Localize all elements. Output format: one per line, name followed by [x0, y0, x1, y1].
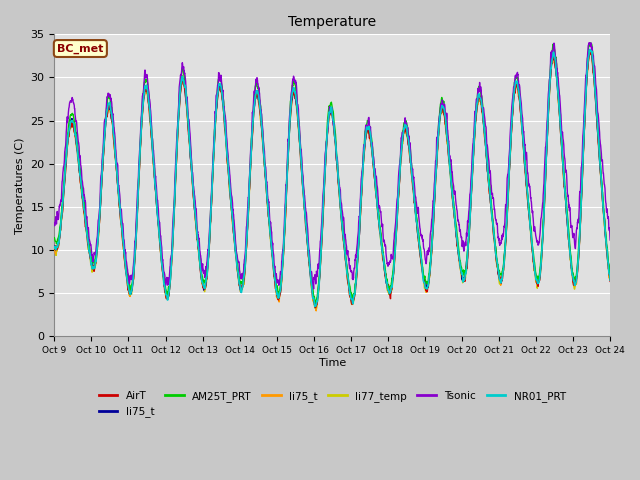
NR01_PRT [51, 243, 58, 249]
li75_t [606, 271, 614, 277]
AM25T_PRT [205, 235, 213, 241]
Tsonic [205, 230, 213, 236]
li75_t [573, 274, 580, 279]
Tsonic [361, 144, 369, 150]
Y-axis label: Temperatures (C): Temperatures (C) [15, 137, 25, 234]
Title: Temperature: Temperature [288, 15, 376, 29]
li75_t [606, 273, 614, 278]
li75_t [361, 142, 369, 148]
li77_temp [349, 301, 356, 307]
li77_temp [606, 276, 614, 282]
Legend: AirT, li75_t, AM25T_PRT, li75_t, li77_temp, Tsonic, NR01_PRT: AirT, li75_t, AM25T_PRT, li75_t, li77_te… [95, 387, 570, 421]
li75_t [51, 243, 58, 249]
AirT [586, 48, 594, 54]
li75_t [587, 47, 595, 53]
Line: Tsonic: Tsonic [54, 43, 610, 289]
li75_t [312, 308, 320, 314]
li77_temp [51, 246, 58, 252]
AirT [349, 299, 356, 304]
X-axis label: Time: Time [319, 358, 346, 368]
li75_t [573, 279, 580, 285]
li75_t [361, 145, 369, 151]
NR01_PRT [606, 277, 614, 283]
li75_t [494, 269, 502, 275]
NR01_PRT [586, 47, 594, 52]
li75_t [588, 48, 595, 54]
AM25T_PRT [51, 235, 58, 240]
Tsonic [310, 286, 317, 292]
NR01_PRT [205, 239, 213, 244]
li77_temp [312, 306, 320, 312]
NR01_PRT [311, 303, 319, 309]
Line: AirT: AirT [54, 51, 610, 307]
li75_t [349, 296, 356, 302]
Line: AM25T_PRT: AM25T_PRT [54, 43, 610, 302]
AirT [51, 244, 58, 250]
NR01_PRT [494, 266, 502, 272]
AirT [361, 146, 369, 152]
Tsonic [606, 237, 614, 243]
AM25T_PRT [586, 40, 594, 46]
AM25T_PRT [361, 134, 369, 140]
Line: li77_temp: li77_temp [54, 52, 610, 309]
Tsonic [557, 120, 565, 125]
Line: li75_t: li75_t [54, 51, 610, 311]
Tsonic [585, 40, 593, 46]
AM25T_PRT [573, 271, 580, 276]
li75_t [205, 243, 213, 249]
Line: NR01_PRT: NR01_PRT [54, 49, 610, 306]
Line: li75_t: li75_t [54, 50, 610, 308]
li75_t [205, 241, 213, 247]
AirT [573, 276, 580, 281]
NR01_PRT [573, 276, 580, 281]
li77_temp [573, 274, 580, 280]
AirT [606, 278, 614, 284]
li75_t [312, 305, 319, 311]
AirT [312, 304, 319, 310]
AM25T_PRT [557, 128, 565, 133]
li77_temp [361, 144, 369, 150]
AirT [557, 135, 565, 141]
li77_temp [586, 49, 594, 55]
Tsonic [51, 220, 58, 226]
AirT [205, 241, 213, 247]
AM25T_PRT [349, 294, 356, 300]
li77_temp [205, 240, 213, 246]
li75_t [494, 269, 502, 275]
li75_t [557, 136, 565, 142]
Tsonic [349, 276, 356, 282]
li75_t [51, 247, 58, 253]
li77_temp [494, 267, 502, 273]
li75_t [349, 299, 356, 305]
NR01_PRT [349, 299, 356, 304]
li75_t [557, 137, 565, 143]
NR01_PRT [361, 143, 369, 148]
AM25T_PRT [606, 273, 614, 278]
li77_temp [557, 139, 565, 145]
AirT [494, 268, 502, 274]
AM25T_PRT [311, 300, 319, 305]
Tsonic [573, 226, 580, 232]
Tsonic [494, 231, 502, 237]
AM25T_PRT [494, 262, 502, 267]
Text: BC_met: BC_met [57, 43, 104, 54]
NR01_PRT [557, 134, 565, 140]
